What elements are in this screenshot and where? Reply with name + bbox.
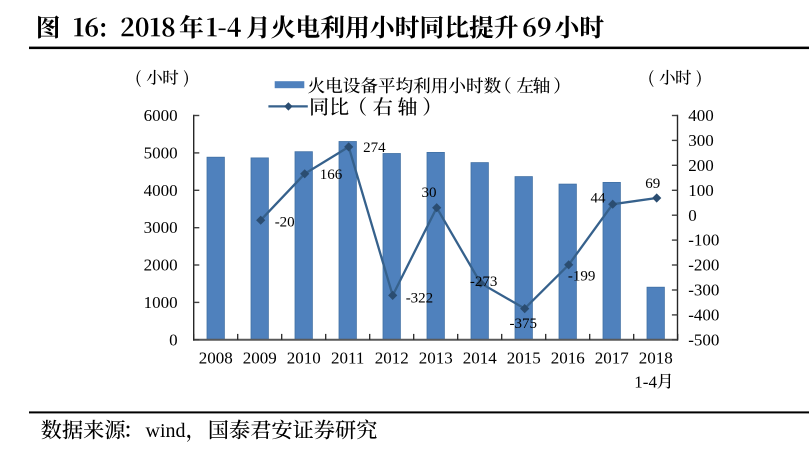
svg-text:2010: 2010 — [287, 349, 321, 368]
svg-text:2000: 2000 — [144, 256, 178, 275]
svg-text:-199: -199 — [568, 269, 596, 285]
svg-text:166: 166 — [320, 167, 343, 183]
svg-text:2017: 2017 — [595, 349, 630, 368]
svg-text:274: 274 — [363, 140, 386, 156]
svg-text:0: 0 — [169, 330, 178, 349]
svg-text:-375: -375 — [510, 316, 538, 332]
svg-text:2011: 2011 — [331, 349, 364, 368]
svg-text:-200: -200 — [688, 256, 719, 275]
svg-text:2016: 2016 — [551, 349, 585, 368]
svg-text:-500: -500 — [688, 330, 719, 349]
svg-text:2009: 2009 — [243, 349, 277, 368]
svg-text:0: 0 — [688, 206, 697, 225]
svg-text:-400: -400 — [688, 306, 719, 325]
svg-text:300: 300 — [688, 131, 714, 150]
svg-text:200: 200 — [688, 156, 714, 175]
svg-text:2014: 2014 — [463, 349, 498, 368]
svg-text:3000: 3000 — [144, 218, 178, 237]
svg-text:2012: 2012 — [375, 349, 409, 368]
svg-text:5000: 5000 — [144, 144, 178, 163]
svg-text:-300: -300 — [688, 281, 719, 300]
svg-text:wind: wind — [146, 420, 186, 442]
svg-text:-273: -273 — [470, 274, 498, 290]
svg-text:2008: 2008 — [199, 349, 233, 368]
svg-text:2013: 2013 — [419, 349, 453, 368]
svg-text:69: 69 — [645, 176, 660, 192]
svg-text:44: 44 — [591, 191, 607, 207]
svg-text:2018: 2018 — [639, 349, 673, 368]
svg-text:100: 100 — [688, 181, 714, 200]
svg-text:-100: -100 — [688, 231, 719, 250]
svg-text:2015: 2015 — [507, 349, 541, 368]
svg-text:1-4: 1-4 — [634, 372, 657, 391]
svg-text:-20: -20 — [275, 215, 295, 231]
svg-text:6000: 6000 — [144, 106, 178, 125]
svg-text:400: 400 — [688, 106, 714, 125]
svg-text:1000: 1000 — [144, 293, 178, 312]
svg-text:-322: -322 — [406, 291, 434, 307]
svg-text:4000: 4000 — [144, 181, 178, 200]
svg-text:30: 30 — [422, 185, 437, 201]
